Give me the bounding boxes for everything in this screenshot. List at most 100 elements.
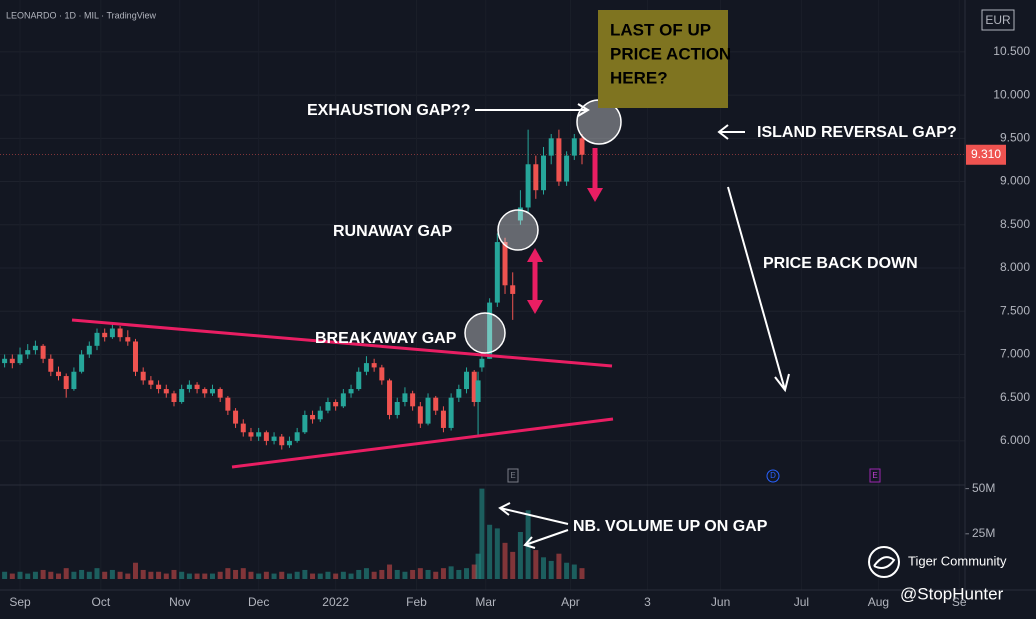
candle-body bbox=[9, 358, 15, 364]
volume-bar bbox=[417, 568, 423, 579]
candle-body bbox=[156, 384, 162, 390]
volume-bar bbox=[140, 569, 146, 579]
candle-body bbox=[17, 354, 23, 364]
candle-body bbox=[310, 414, 316, 420]
y-tick-label: 7.000 bbox=[1000, 347, 1030, 361]
candle-body bbox=[394, 402, 400, 415]
volume-bar bbox=[448, 566, 454, 579]
volume-bar bbox=[233, 569, 239, 579]
candle-body bbox=[340, 393, 346, 407]
last-price-box bbox=[966, 144, 1006, 165]
candle-body bbox=[279, 436, 285, 446]
candle-body bbox=[240, 423, 246, 433]
box-text: LAST OF UP bbox=[610, 20, 711, 39]
volume-bar bbox=[348, 573, 354, 579]
candle-body bbox=[387, 380, 393, 415]
marker bbox=[766, 469, 780, 483]
y-tick-label: 9.000 bbox=[1000, 174, 1030, 188]
candle-body bbox=[348, 389, 354, 394]
candle-body bbox=[79, 354, 85, 372]
candle-body bbox=[525, 164, 531, 208]
volume-bar bbox=[194, 573, 200, 579]
candle-body bbox=[471, 371, 477, 403]
annotation: BREAKAWAY GAP bbox=[315, 330, 457, 347]
candle-body bbox=[294, 432, 300, 441]
symbol: LEONARDO · 1D · MIL · TradingView bbox=[6, 10, 157, 20]
y-tick-label: 10.500 bbox=[993, 44, 1030, 58]
volume-bar bbox=[425, 569, 431, 579]
volume-bar bbox=[363, 568, 369, 579]
candle-body bbox=[109, 328, 115, 338]
volume-bar bbox=[148, 571, 154, 579]
candle-body bbox=[94, 332, 100, 346]
volume-bar bbox=[48, 571, 54, 579]
x-tick-label: Aug bbox=[868, 595, 889, 609]
candle-body bbox=[217, 389, 223, 398]
volume-bar bbox=[79, 569, 85, 579]
candle-body bbox=[25, 350, 31, 355]
volume-bar bbox=[132, 562, 138, 579]
volume-bar bbox=[17, 571, 23, 579]
box-text: PRICE ACTION bbox=[610, 44, 731, 63]
candle-body bbox=[209, 389, 215, 394]
candle-body bbox=[402, 393, 408, 403]
volume-bar bbox=[433, 571, 439, 579]
candle-body bbox=[548, 138, 554, 156]
marker-label: E bbox=[872, 471, 877, 480]
volume-bar bbox=[310, 573, 316, 579]
candle-body bbox=[325, 402, 331, 411]
candle-body bbox=[502, 242, 508, 286]
x-tick-label: 2022 bbox=[322, 595, 349, 609]
candle-body bbox=[248, 432, 254, 437]
volume-bar bbox=[179, 571, 185, 579]
annotation: RUNAWAY GAP bbox=[333, 223, 452, 240]
volume-bar bbox=[533, 550, 539, 579]
candle-body bbox=[32, 345, 38, 351]
volume-bar bbox=[317, 573, 323, 579]
candle-body bbox=[410, 393, 416, 407]
x-tick-label: Jun bbox=[711, 595, 730, 609]
volume-bar bbox=[186, 573, 192, 579]
volume-bar bbox=[302, 569, 308, 579]
volume-bar bbox=[487, 524, 493, 579]
volume-bar bbox=[240, 568, 246, 579]
candle-body bbox=[517, 207, 523, 221]
candle-body bbox=[48, 358, 54, 372]
volume-bar bbox=[256, 573, 262, 579]
trend-line bbox=[71, 318, 613, 368]
volume-bar bbox=[102, 571, 108, 579]
volume-bar bbox=[379, 569, 385, 579]
volume-bar bbox=[479, 488, 485, 579]
trend-line bbox=[231, 417, 614, 469]
logo bbox=[873, 556, 896, 569]
x-tick-label: Nov bbox=[169, 595, 190, 609]
candle-body bbox=[140, 371, 146, 381]
candle-body bbox=[579, 138, 585, 155]
volume-bar bbox=[402, 571, 408, 579]
annotation: PRICE BACK DOWN bbox=[763, 255, 918, 272]
candle-body bbox=[56, 371, 62, 377]
candle-body bbox=[179, 389, 185, 403]
marker bbox=[869, 468, 881, 483]
candle-body bbox=[2, 358, 8, 364]
volume-bar bbox=[163, 573, 169, 579]
volume-bar bbox=[502, 542, 508, 579]
marker-label: E bbox=[510, 471, 515, 480]
y-tick-label: 6.500 bbox=[1000, 390, 1030, 404]
annotation: EXHAUSTION GAP?? bbox=[307, 102, 471, 119]
candle-body bbox=[102, 332, 108, 338]
volume-bar bbox=[464, 568, 470, 579]
candle-body bbox=[117, 328, 123, 338]
volume-bar bbox=[564, 562, 570, 579]
volume-bar bbox=[117, 571, 123, 579]
volume-bar bbox=[217, 571, 223, 579]
candle-body bbox=[564, 155, 570, 182]
y-tick-label: 10.000 bbox=[993, 87, 1030, 101]
y-tick-label: 6.000 bbox=[1000, 433, 1030, 447]
volume-bar bbox=[371, 571, 377, 579]
x-tick-label: Dec bbox=[248, 595, 269, 609]
candle-body bbox=[86, 345, 92, 355]
gap-circle bbox=[464, 312, 506, 354]
